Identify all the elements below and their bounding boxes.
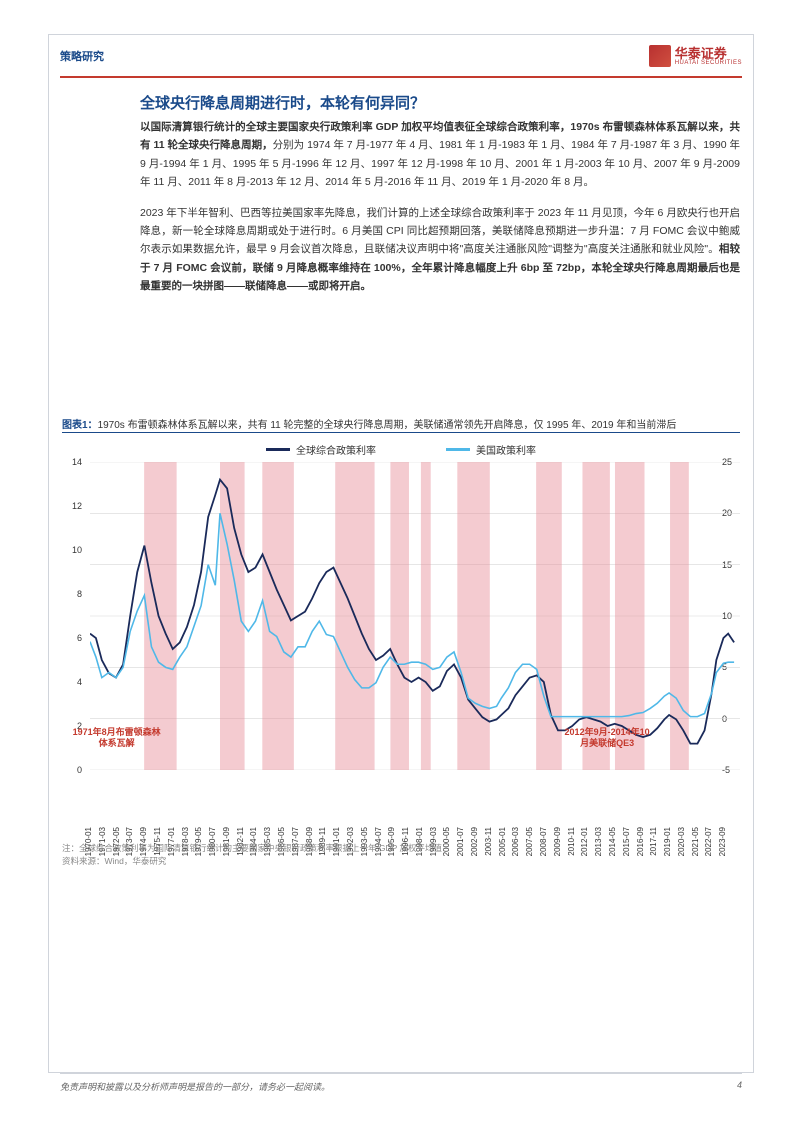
- legend-item-b: 美国政策利率: [446, 442, 536, 457]
- chart-note: 注：全球综合政策利率为国际清算银行统计的主要国家中央银行政策利率根据上一年 GD…: [62, 842, 442, 868]
- y-left-tick: 4: [77, 677, 82, 687]
- x-tick: 2020-03: [677, 827, 686, 856]
- x-tick: 2009-09: [553, 827, 562, 856]
- x-tick: 2021-05: [691, 827, 700, 856]
- x-tick: 2019-01: [663, 827, 672, 856]
- legend-item-a: 全球综合政策利率: [266, 442, 376, 457]
- x-tick: 2017-11: [649, 827, 658, 856]
- paragraph-1: 以国际清算银行统计的全球主要国家央行政策利率 GDP 加权平均值表征全球综合政策…: [140, 118, 740, 192]
- x-tick: 2023-09: [718, 827, 727, 856]
- header-category: 策略研究: [60, 48, 104, 64]
- chart-svg: [90, 462, 740, 770]
- body-text: 以国际清算银行统计的全球主要国家央行政策利率 GDP 加权平均值表征全球综合政策…: [140, 118, 740, 307]
- chart-annotation: 2012年9月-2014年10月美联储QE3: [562, 727, 652, 749]
- chart-title: 图表1：1970s 布雷顿森林体系瓦解以来，共有 11 轮完整的全球央行降息周期…: [62, 416, 676, 431]
- x-tick: 2012-01: [580, 827, 589, 856]
- section-title: 全球央行降息周期进行时，本轮有何异同？: [140, 92, 425, 113]
- y-left-tick: 10: [72, 545, 82, 555]
- x-axis: 1970-011971-031972-051973-071974-091975-…: [90, 772, 740, 836]
- x-tick: 2005-01: [498, 827, 507, 856]
- legend-swatch-a: [266, 448, 290, 451]
- legend-swatch-b: [446, 448, 470, 451]
- x-tick: 2001-07: [456, 827, 465, 856]
- chart-title-underline: [62, 432, 740, 433]
- x-tick: 2008-07: [539, 827, 548, 856]
- chart-legend: 全球综合政策利率 美国政策利率: [62, 442, 740, 457]
- y-axis-left: 02468101214: [62, 462, 86, 770]
- x-tick: 2003-11: [484, 827, 493, 856]
- paragraph-2: 2023 年下半年智利、巴西等拉美国家率先降息，我们计算的上述全球综合政策利率于…: [140, 204, 740, 296]
- page-number: 4: [737, 1080, 742, 1093]
- logo: 华泰证券 HUATAI SECURITIES: [649, 45, 742, 67]
- y-left-tick: 14: [72, 457, 82, 467]
- page-footer: 免责声明和披露以及分析师声明是报告的一部分，请务必一起阅读。 4: [60, 1073, 742, 1093]
- chart: 全球综合政策利率 美国政策利率 02468101214 -50510152025…: [62, 436, 740, 836]
- header-underline: [60, 76, 742, 78]
- footer-disclaimer: 免责声明和披露以及分析师声明是报告的一部分，请务必一起阅读。: [60, 1080, 330, 1093]
- chart-plot: 1971年8月布雷顿森林体系瓦解2012年9月-2014年10月美联储QE3: [90, 462, 740, 770]
- x-tick: 2015-07: [622, 827, 631, 856]
- x-tick: 2016-09: [636, 827, 645, 856]
- x-tick: 2010-11: [567, 827, 576, 856]
- y-left-tick: 12: [72, 501, 82, 511]
- y-left-tick: 0: [77, 765, 82, 775]
- page-header: 策略研究 华泰证券 HUATAI SECURITIES: [48, 34, 754, 78]
- x-tick: 2000-05: [442, 827, 451, 856]
- x-tick: 2013-03: [594, 827, 603, 856]
- x-tick: 2002-09: [470, 827, 479, 856]
- x-tick: 2014-05: [608, 827, 617, 856]
- x-tick: 2022-07: [704, 827, 713, 856]
- logo-text: 华泰证券 HUATAI SECURITIES: [675, 47, 742, 66]
- chart-annotation: 1971年8月布雷顿森林体系瓦解: [72, 727, 162, 749]
- y-left-tick: 8: [77, 589, 82, 599]
- y-left-tick: 6: [77, 633, 82, 643]
- x-tick: 2007-05: [525, 827, 534, 856]
- logo-icon: [649, 45, 671, 67]
- x-tick: 2006-03: [511, 827, 520, 856]
